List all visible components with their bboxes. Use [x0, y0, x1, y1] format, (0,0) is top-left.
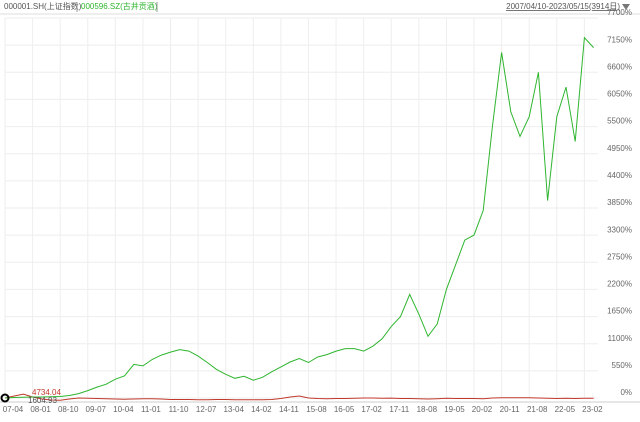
- x-tick-label: 20-11: [500, 405, 520, 414]
- y-tick-label: 4400%: [607, 171, 632, 180]
- annotation: 4734.04: [32, 388, 61, 397]
- x-tick-label: 08-10: [58, 405, 79, 414]
- y-tick-label: 2750%: [607, 252, 632, 261]
- x-tick-label: 11-01: [141, 405, 161, 414]
- x-tick-label: 17-02: [361, 405, 382, 414]
- x-tick-label: 14-02: [251, 405, 272, 414]
- x-tick-label: 10-04: [113, 405, 134, 414]
- y-tick-label: 0%: [620, 388, 632, 397]
- x-tick-label: 22-05: [555, 405, 576, 414]
- date-range[interactable]: 2007/04/10-2023/05/15(3914日): [506, 2, 620, 11]
- x-tick-label: 15-08: [306, 405, 327, 414]
- y-tick-label: 7150%: [607, 35, 632, 44]
- series-line: [4, 393, 594, 401]
- y-tick-label: 1650%: [607, 307, 632, 316]
- dropdown-arrow[interactable]: [622, 4, 630, 10]
- y-tick-label: 6050%: [607, 90, 632, 99]
- series-line: [4, 36, 594, 399]
- x-tick-label: 21-08: [527, 405, 548, 414]
- x-tick-label: 16-05: [334, 405, 355, 414]
- x-tick-label: 09-07: [86, 405, 107, 414]
- x-tick-label: 17-11: [389, 405, 409, 414]
- x-tick-label: 18-08: [417, 405, 438, 414]
- y-tick-label: 1100%: [608, 334, 632, 343]
- start-marker: [0, 393, 10, 403]
- y-tick-label: 550%: [612, 361, 632, 370]
- x-tick-label: 23-02: [582, 405, 603, 414]
- x-tick-label: 14-11: [279, 405, 299, 414]
- y-tick-label: 4950%: [607, 144, 632, 153]
- x-tick-label: 07-04: [3, 405, 24, 414]
- x-tick-label: 20-02: [472, 405, 493, 414]
- y-tick-label: 3300%: [607, 225, 632, 234]
- x-tick-label: 19-05: [444, 405, 465, 414]
- x-tick-label: 13-04: [223, 405, 244, 414]
- x-tick-label: 11-10: [169, 405, 189, 414]
- x-tick-label: 08-01: [30, 405, 51, 414]
- y-tick-label: 3850%: [607, 198, 632, 207]
- x-tick-label: 12-07: [196, 405, 217, 414]
- plot-area: 0% 550% 1100% 1650% 2200% 2750% 3300% 3850% 4400…: [0, 8, 640, 414]
- annotation: 1604.93: [28, 396, 57, 405]
- y-tick-label: 6600%: [607, 62, 632, 71]
- y-tick-label: 2200%: [607, 280, 632, 289]
- y-tick-label: 7700%: [607, 8, 632, 17]
- y-tick-label: 5500%: [607, 117, 632, 126]
- legend-entry[interactable]: 000596.SZ(古井贡酒): [81, 1, 158, 11]
- legend-entry[interactable]: 000001.SH(上证指数): [4, 1, 82, 11]
